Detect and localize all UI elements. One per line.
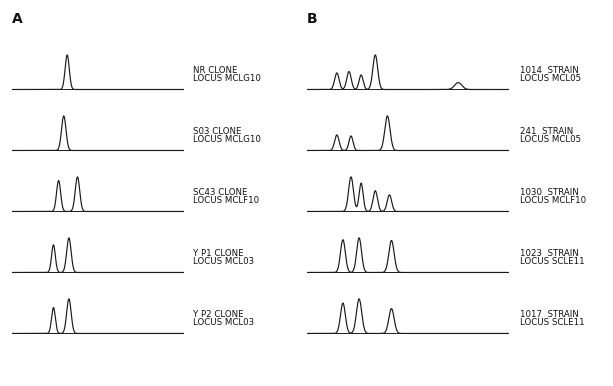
Text: LOCUS MCLF10: LOCUS MCLF10	[193, 196, 259, 205]
Text: B: B	[306, 12, 317, 25]
Text: LOCUS MCL05: LOCUS MCL05	[520, 74, 581, 83]
Text: LOCUS MCL03: LOCUS MCL03	[193, 318, 254, 327]
Text: Y P2 CLONE: Y P2 CLONE	[193, 310, 244, 319]
Text: SC43 CLONE: SC43 CLONE	[193, 188, 248, 197]
Text: 1023  STRAIN: 1023 STRAIN	[520, 249, 579, 258]
Text: 1030  STRAIN: 1030 STRAIN	[520, 188, 579, 197]
Text: LOCUS SCLE11: LOCUS SCLE11	[520, 257, 584, 266]
Text: Y P1 CLONE: Y P1 CLONE	[193, 249, 244, 258]
Text: S03 CLONE: S03 CLONE	[193, 127, 242, 136]
Text: LOCUS MCLG10: LOCUS MCLG10	[193, 74, 261, 83]
Text: LOCUS MCLF10: LOCUS MCLF10	[520, 196, 586, 205]
Text: LOCUS MCL05: LOCUS MCL05	[520, 135, 581, 144]
Text: LOCUS MCLG10: LOCUS MCLG10	[193, 135, 261, 144]
Text: 1014  STRAIN: 1014 STRAIN	[520, 66, 579, 75]
Text: 241  STRAIN: 241 STRAIN	[520, 127, 573, 136]
Text: A: A	[12, 12, 23, 25]
Text: NR CLONE: NR CLONE	[193, 66, 238, 75]
Text: LOCUS SCLE11: LOCUS SCLE11	[520, 318, 584, 327]
Text: 1017  STRAIN: 1017 STRAIN	[520, 310, 579, 319]
Text: LOCUS MCL03: LOCUS MCL03	[193, 257, 254, 266]
